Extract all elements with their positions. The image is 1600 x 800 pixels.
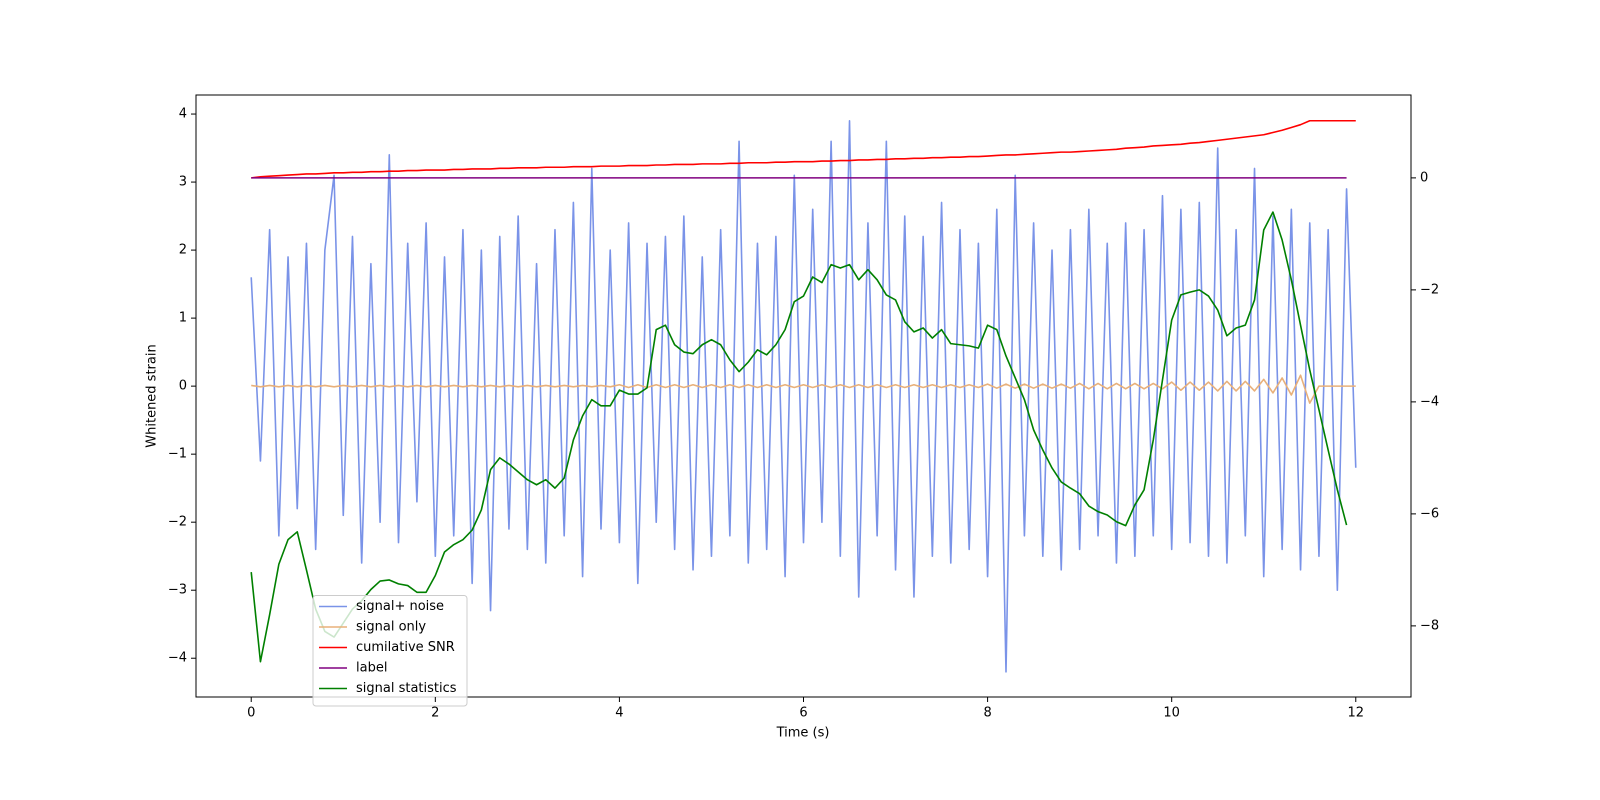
y-tick-label: −1 <box>168 447 187 462</box>
y-tick-label: 3 <box>179 175 187 190</box>
x-tick-label: 2 <box>431 706 439 721</box>
series-line <box>251 119 1356 179</box>
x-tick-label: 0 <box>247 706 255 721</box>
legend: signal+ noise signal only cumilative SNR la… <box>312 595 468 707</box>
series-line <box>250 211 1348 663</box>
legend-label: signal statistics <box>356 681 457 696</box>
legend-label: cumilative SNR <box>356 640 455 655</box>
y-tick-label: −3 <box>168 583 187 598</box>
y-tick-label: 1 <box>179 311 187 326</box>
y2-tick-label: −4 <box>1420 394 1439 409</box>
x-axis-label: Time (s) <box>776 726 830 741</box>
legend-label: signal only <box>356 620 426 635</box>
x-tick-label: 10 <box>1163 706 1180 721</box>
y-tick-label: 2 <box>179 243 187 258</box>
y2-tick-label: −6 <box>1420 506 1439 521</box>
y-tick-label: −4 <box>168 651 187 666</box>
series-line <box>251 374 1356 404</box>
y-tick-label: −2 <box>168 515 187 530</box>
legend-label: label <box>356 661 387 676</box>
y2-tick-label: −2 <box>1420 282 1439 297</box>
x-tick-label: 12 <box>1347 706 1364 721</box>
y-axis-label: Whitened strain <box>145 344 160 447</box>
x-tick-label: 8 <box>983 706 991 721</box>
y2-tick-label: −8 <box>1420 618 1439 633</box>
legend-box <box>312 595 468 707</box>
x-tick-label: 6 <box>799 706 807 721</box>
x-tick-label: 4 <box>615 706 623 721</box>
series-line <box>250 120 1357 673</box>
y-tick-label: 0 <box>179 379 187 394</box>
plot-area <box>250 119 1357 673</box>
y2-tick-label: 0 <box>1420 170 1428 185</box>
y-tick-label: 4 <box>179 107 187 122</box>
legend-label: signal+ noise <box>356 599 444 614</box>
